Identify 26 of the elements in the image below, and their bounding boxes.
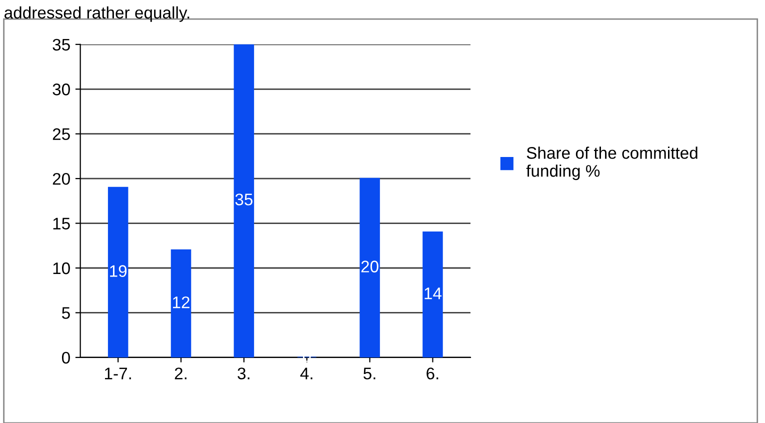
x-tick-label: 1-7. bbox=[104, 368, 131, 380]
x-tick-label: 4. bbox=[300, 368, 312, 380]
text: addressed rather equally. bbox=[4, 6, 190, 22]
y-tick-label: 0 bbox=[62, 352, 70, 364]
data-label: 14 bbox=[424, 288, 442, 300]
x-tick-label: 5. bbox=[364, 368, 376, 380]
data-label: 12 bbox=[173, 296, 190, 308]
y-tick-label: 25 bbox=[52, 128, 70, 140]
x-tick-label: 3. bbox=[238, 368, 250, 380]
data-label: 35 bbox=[235, 194, 253, 206]
x-tick-label: 2. bbox=[174, 368, 186, 380]
bar bbox=[360, 178, 380, 358]
y-tick-label: 30 bbox=[52, 84, 70, 96]
bar bbox=[234, 44, 254, 358]
y-tick-label: 20 bbox=[52, 172, 70, 185]
y-tick-label: 15 bbox=[53, 218, 70, 230]
y-tick-label: 5 bbox=[62, 307, 70, 319]
bar bbox=[422, 232, 443, 358]
legend-label: Share of the committed funding % bbox=[526, 146, 698, 180]
bar bbox=[108, 186, 128, 358]
data-label: 20 bbox=[361, 260, 378, 272]
y-tick-label: 10 bbox=[53, 262, 70, 274]
y-tick-label: 35 bbox=[52, 38, 70, 51]
data-label: 19 bbox=[110, 265, 127, 277]
bar bbox=[170, 249, 192, 358]
x-tick-label: 6. bbox=[426, 368, 438, 380]
